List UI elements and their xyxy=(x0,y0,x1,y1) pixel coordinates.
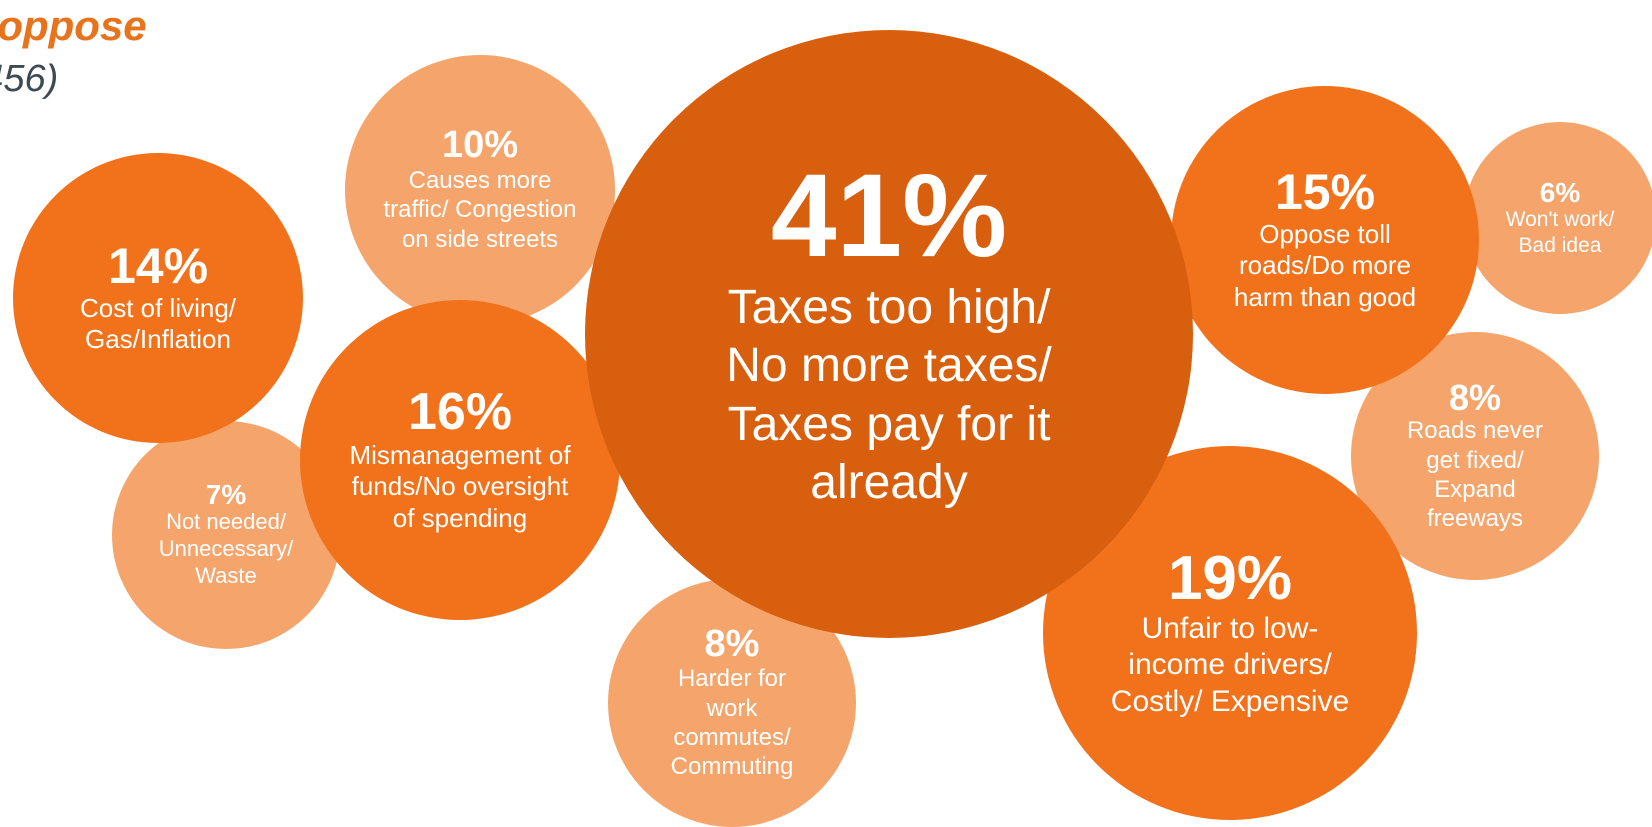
bubble-commutes: 8% Harder for work commutes/ Commuting xyxy=(608,579,856,827)
bubble-label: Mismanagement of funds/No oversight of s… xyxy=(349,439,571,534)
bubble-label: Roads never get fixed/ Expand freeways xyxy=(1406,417,1544,533)
bubble-percent: 19% xyxy=(1167,543,1293,613)
bubble-percent: 8% xyxy=(1448,376,1502,418)
bubble-percent: 41% xyxy=(770,149,1008,282)
bubble-percent: 15% xyxy=(1274,164,1376,221)
bubble-taxes: 41% Taxes too high/ No more taxes/ Taxes … xyxy=(585,30,1193,638)
bubble-label: Cost of living/ Gas/Inflation xyxy=(79,292,237,355)
bubble-oppose-toll: 15% Oppose toll roads/Do more harm than g… xyxy=(1171,86,1479,394)
bubble-label: Unfair to low-income drivers/ Costly/ Ex… xyxy=(1110,611,1350,718)
bubble-percent: 16% xyxy=(407,383,513,442)
bubble-label: Harder for work commutes/ Commuting xyxy=(670,665,794,781)
bubble-label: Taxes too high/ No more taxes/ Taxes pay… xyxy=(726,280,1052,510)
bubble-percent: 8% xyxy=(704,622,760,665)
bubble-mismanagement: 16% Mismanagement of funds/No oversight o… xyxy=(300,300,620,620)
bubble-label: Oppose toll roads/Do more harm than good xyxy=(1233,218,1417,313)
bubble-roads-never: 8% Roads never get fixed/ Expand freeways xyxy=(1351,332,1599,580)
bubble-traffic: 10% Causes more traffic/ Congestion on si… xyxy=(345,55,615,325)
bubble-label: Won't work/ Bad idea xyxy=(1505,208,1615,257)
bubble-percent: 14% xyxy=(107,238,209,295)
chart-title: o oppose xyxy=(0,2,147,49)
chart-subtitle: =456) xyxy=(0,58,59,100)
bubble-label: Causes more traffic/ Congestion on side … xyxy=(383,167,577,253)
bubble-wont-work: 6% Won't work/ Bad idea xyxy=(1464,122,1652,314)
bubble-label: Not needed/ Unnecessary/ Waste xyxy=(158,509,294,589)
bubble-percent: 6% xyxy=(1539,176,1581,208)
bubble-percent: 10% xyxy=(441,124,519,167)
bubble-percent: 7% xyxy=(205,479,247,511)
bubble-cost-living: 14% Cost of living/ Gas/Inflation xyxy=(13,153,303,443)
